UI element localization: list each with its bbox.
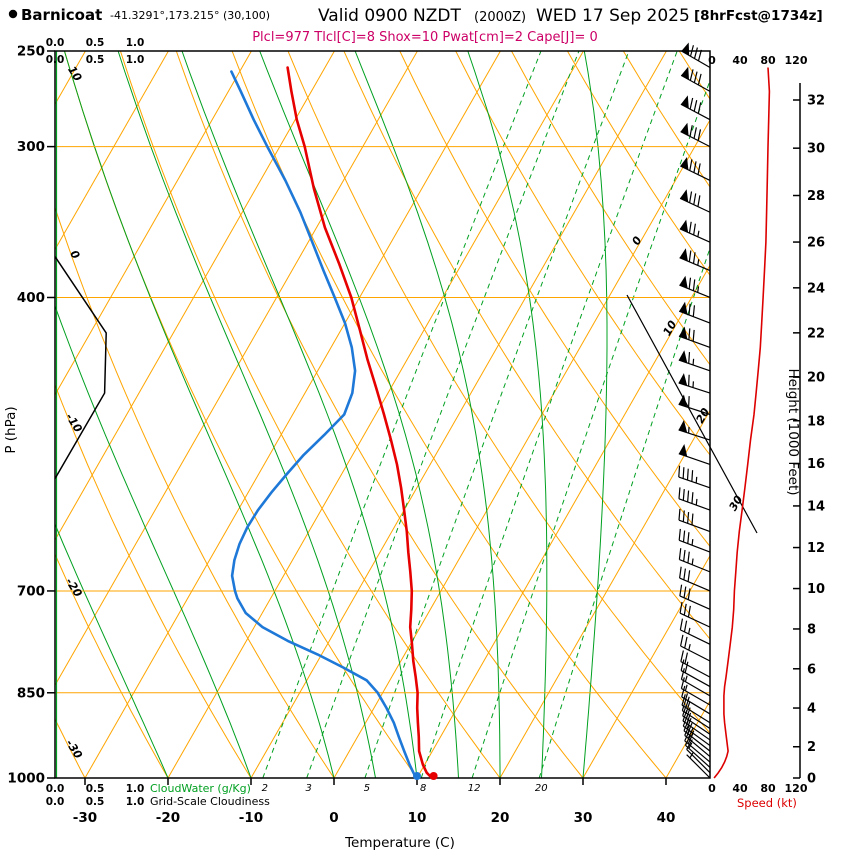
svg-text:1.0: 1.0: [126, 54, 145, 66]
valid-time-z: (2000Z): [474, 10, 526, 25]
svg-text:26: 26: [807, 236, 825, 251]
svg-text:0.5: 0.5: [86, 54, 105, 66]
svg-text:22: 22: [807, 326, 825, 341]
svg-text:0.0: 0.0: [46, 796, 65, 808]
svg-text:40: 40: [657, 810, 676, 826]
svg-text:250: 250: [17, 44, 45, 60]
svg-text:1.0: 1.0: [126, 783, 145, 795]
svg-text:0: 0: [807, 772, 816, 787]
svg-text:10: 10: [408, 810, 427, 826]
svg-text:0.0: 0.0: [46, 37, 65, 49]
svg-text:8: 8: [420, 783, 426, 794]
svg-text:0.5: 0.5: [86, 783, 105, 795]
station-name: Barnicoat: [21, 6, 102, 24]
svg-text:2: 2: [807, 740, 816, 755]
svg-text:0.0: 0.0: [46, 783, 65, 795]
svg-text:40: 40: [732, 54, 748, 67]
pressure-axis-label: P (hPa): [3, 406, 19, 453]
svg-text:80: 80: [760, 54, 776, 67]
svg-text:14: 14: [807, 499, 825, 514]
svg-text:1.0: 1.0: [126, 37, 145, 49]
svg-text:10: 10: [807, 582, 825, 597]
svg-text:32: 32: [807, 94, 825, 109]
svg-text:120: 120: [785, 782, 808, 795]
sounding-parameters: Plcl=977 Tlcl[C]=8 Shox=10 Pwat[cm]=2 Ca…: [252, 30, 598, 45]
svg-text:-20: -20: [156, 810, 180, 826]
temperature-axis-label: Temperature (C): [344, 835, 455, 851]
svg-text:30: 30: [574, 810, 593, 826]
svg-text:0: 0: [708, 54, 716, 67]
svg-text:20: 20: [535, 783, 548, 794]
svg-text:-10: -10: [239, 810, 263, 826]
svg-text:120: 120: [785, 54, 808, 67]
svg-text:850: 850: [17, 685, 45, 701]
svg-text:0.0: 0.0: [46, 54, 65, 66]
svg-text:5: 5: [364, 783, 370, 794]
svg-text:28: 28: [807, 189, 825, 204]
svg-text:80: 80: [760, 782, 776, 795]
svg-text:700: 700: [17, 583, 45, 599]
forecast-tag: [8hrFcst@1734z]: [694, 8, 823, 24]
svg-text:2: 2: [262, 783, 268, 794]
svg-text:0: 0: [329, 810, 338, 826]
svg-text:300: 300: [17, 139, 45, 155]
svg-text:40: 40: [732, 782, 748, 795]
svg-text:4: 4: [807, 702, 816, 717]
valid-time: Valid 0900 NZDT: [318, 6, 461, 26]
height-axis-label: Height (1000 Feet): [785, 368, 801, 495]
svg-text:8: 8: [807, 622, 816, 637]
svg-text:6: 6: [807, 662, 816, 677]
svg-text:3: 3: [306, 783, 312, 794]
svg-text:0.5: 0.5: [86, 37, 105, 49]
station-coords: -41.3291°,173.215° (30,100): [110, 9, 270, 22]
svg-text:1.0: 1.0: [126, 796, 145, 808]
svg-text:30: 30: [807, 142, 825, 157]
svg-text:20: 20: [491, 810, 510, 826]
speed-axis-label: Speed (kt): [737, 796, 797, 810]
svg-text:20: 20: [807, 371, 825, 386]
svg-text:24: 24: [807, 281, 825, 296]
svg-text:0.5: 0.5: [86, 796, 105, 808]
cloudiness-axis-label: Grid-Scale Cloudiness: [150, 795, 270, 808]
svg-text:18: 18: [807, 414, 825, 429]
svg-text:-30: -30: [73, 810, 97, 826]
svg-text:12: 12: [468, 783, 481, 794]
svg-text:400: 400: [17, 290, 45, 306]
valid-date: WED 17 Sep 2025: [536, 6, 690, 26]
svg-text:12: 12: [807, 541, 825, 556]
svg-text:1000: 1000: [7, 771, 45, 787]
svg-text:16: 16: [807, 457, 825, 472]
station-bullet-icon: [9, 10, 17, 18]
svg-text:0: 0: [708, 782, 716, 795]
cloudwater-axis-label: CloudWater (g/Kg): [150, 782, 251, 795]
